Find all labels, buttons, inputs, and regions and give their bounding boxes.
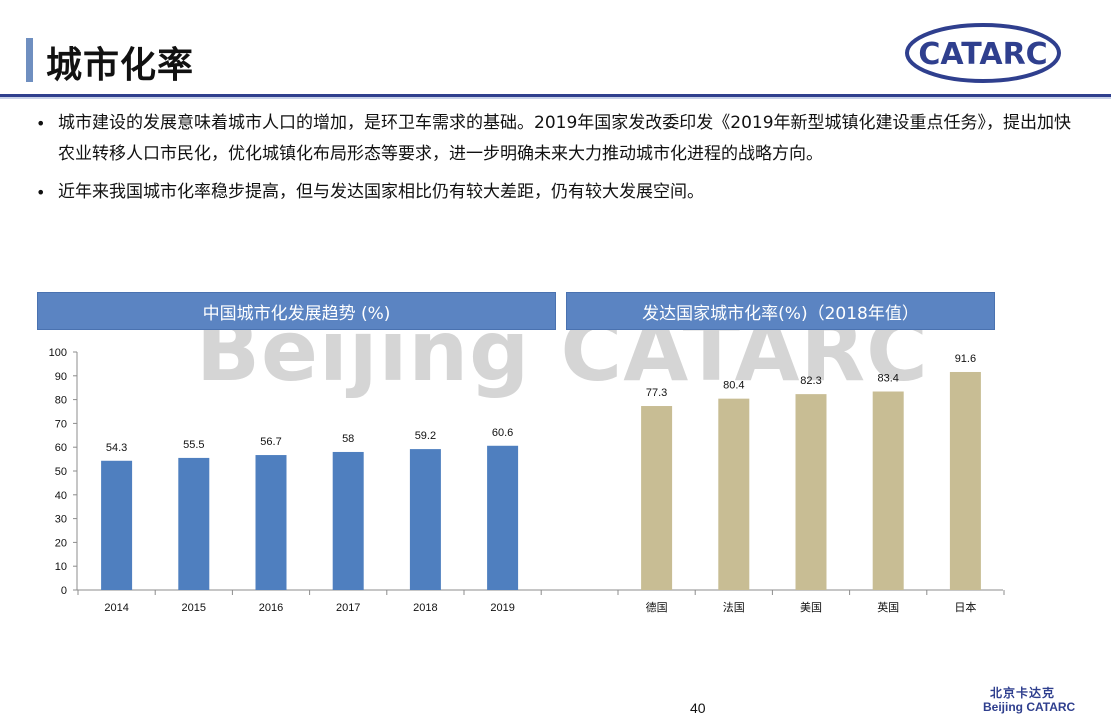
bar: [255, 455, 287, 590]
bar: [718, 398, 750, 590]
y-tick-label: 90: [55, 371, 67, 383]
bar: [332, 451, 364, 590]
y-tick-label: 80: [55, 395, 67, 407]
footer-brand-cn: 北京卡达克: [990, 686, 1056, 700]
data-label: 54.3: [106, 442, 127, 454]
title-accent-bar: [26, 38, 33, 82]
x-tick-label: 日本: [954, 600, 976, 614]
bullet-list: 城市建设的发展意味着城市人口的增加，是环卫车需求的基础。2019年国家发改委印发…: [36, 108, 1086, 215]
bullet-item: 城市建设的发展意味着城市人口的增加，是环卫车需求的基础。2019年国家发改委印发…: [36, 108, 1086, 170]
y-tick-label: 20: [55, 537, 67, 549]
bar: [487, 445, 519, 590]
x-tick-label: 2014: [104, 602, 128, 614]
logo-text: CATARC: [918, 37, 1047, 72]
page-title: 城市化率: [46, 45, 195, 86]
data-label: 77.3: [646, 387, 667, 399]
x-tick-label: 2018: [413, 602, 437, 614]
x-tick-label: 2015: [182, 602, 206, 614]
developed-chart-title: 发达国家城市化率(%)（2018年值）: [566, 292, 995, 330]
y-tick-label: 100: [49, 347, 67, 359]
data-label: 83.4: [877, 373, 898, 385]
y-tick-label: 30: [55, 514, 67, 526]
header-divider-light: [0, 97, 1111, 99]
data-label: 59.2: [415, 430, 436, 442]
data-label: 91.6: [955, 353, 976, 365]
bar: [101, 460, 133, 590]
bar: [872, 391, 904, 590]
bar: [641, 406, 673, 590]
bar: [178, 457, 210, 590]
data-label: 60.6: [492, 427, 513, 439]
x-tick-label: 2016: [259, 602, 283, 614]
bar: [949, 371, 981, 590]
x-tick-label: 2019: [490, 602, 514, 614]
catarc-logo: CATARC: [905, 23, 1061, 83]
y-tick-label: 0: [61, 585, 67, 597]
data-label: 80.4: [723, 380, 744, 392]
x-tick-label: 法国: [723, 600, 745, 614]
china-chart-title: 中国城市化发展趋势 (%): [37, 292, 556, 330]
x-tick-label: 2017: [336, 602, 360, 614]
y-tick-label: 60: [55, 442, 67, 454]
y-tick-label: 70: [55, 418, 67, 430]
x-tick-label: 美国: [800, 601, 822, 614]
data-label: 82.3: [800, 375, 821, 387]
header-divider: [0, 94, 1111, 97]
y-tick-label: 50: [55, 466, 67, 478]
y-tick-label: 10: [55, 561, 67, 573]
x-tick-label: 英国: [877, 600, 899, 614]
x-tick-label: 德国: [646, 600, 668, 614]
page-number: 40: [690, 700, 706, 716]
footer-brand-en: Beijing CATARC: [983, 700, 1076, 714]
data-label: 56.7: [260, 436, 281, 448]
data-label: 55.5: [183, 439, 204, 451]
bar: [795, 394, 827, 590]
data-label: 58: [342, 433, 354, 445]
bullet-item: 近年来我国城市化率稳步提高，但与发达国家相比仍有较大差距，仍有较大发展空间。: [36, 177, 1086, 208]
y-tick-label: 40: [55, 490, 67, 502]
bar: [409, 449, 441, 590]
